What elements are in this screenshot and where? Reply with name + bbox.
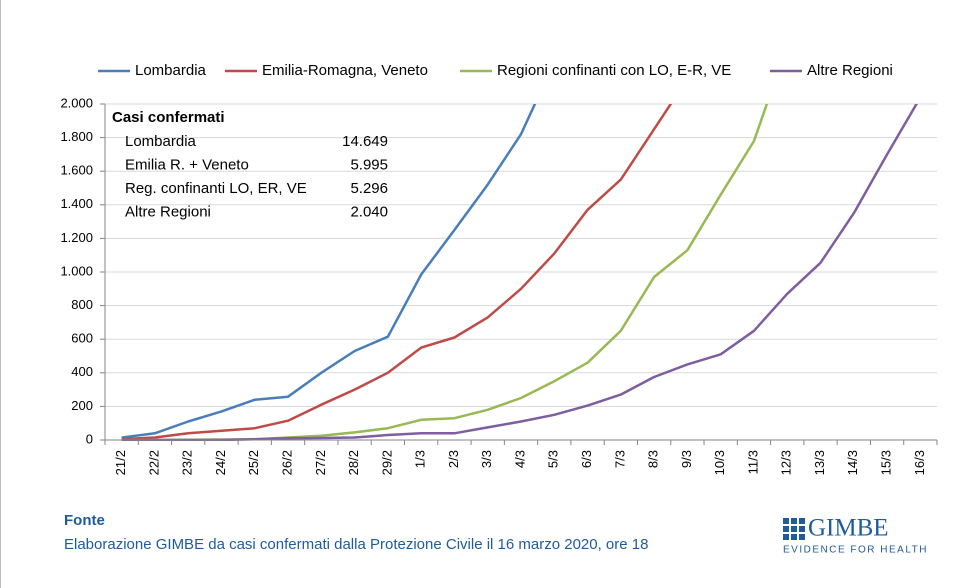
x-tick-label: 14/3	[845, 450, 860, 475]
x-tick-label: 21/2	[113, 450, 128, 475]
x-tick-label: 25/2	[246, 450, 261, 475]
source-title: Fonte	[64, 512, 105, 529]
source-text: Elaborazione GIMBE da casi confermati da…	[64, 536, 648, 553]
inset-label: Reg. confinanti LO, ER, VE	[125, 180, 307, 197]
y-tick-label: 1.400	[60, 196, 93, 211]
y-tick-label: 0	[86, 431, 93, 446]
legend-label: Altre Regioni	[807, 62, 893, 79]
inset-value: 5.995	[350, 156, 388, 173]
x-tick-label: 9/3	[679, 450, 694, 468]
x-tick-label: 1/3	[413, 450, 428, 468]
x-tick-label: 5/3	[546, 450, 561, 468]
x-tick-label: 8/3	[646, 450, 661, 468]
logo-text: GIMBE	[808, 515, 889, 542]
x-tick-label: 15/3	[879, 450, 894, 475]
logo-tagline: EVIDENCE FOR HEALTH	[783, 545, 928, 556]
inset-title: Casi confermati	[112, 109, 225, 126]
x-tick-label: 23/2	[180, 450, 195, 475]
x-tick-label: 4/3	[512, 450, 527, 468]
series-line	[121, 104, 673, 441]
inset-label: Lombardia	[125, 133, 197, 150]
legend-label: Emilia-Romagna, Veneto	[262, 62, 428, 79]
x-tick-label: 16/3	[912, 450, 927, 475]
inset-value: 14.649	[342, 133, 388, 150]
logo-icon	[783, 518, 805, 540]
y-tick-label: 800	[71, 297, 93, 312]
y-tick-label: 1.200	[60, 230, 93, 245]
x-tick-label: 24/2	[213, 450, 228, 475]
y-tick-label: 600	[71, 331, 93, 346]
x-tick-label: 29/2	[379, 450, 394, 475]
legend-label: Lombardia	[135, 62, 207, 79]
x-tick-label: 26/2	[279, 450, 294, 475]
x-tick-label: 13/3	[812, 450, 827, 475]
y-tick-label: 1.600	[60, 163, 93, 178]
x-tick-label: 7/3	[612, 450, 627, 468]
inset-value: 5.296	[350, 180, 388, 197]
x-tick-label: 6/3	[579, 450, 594, 468]
x-tick-label: 28/2	[346, 450, 361, 475]
y-tick-label: 1.000	[60, 263, 93, 278]
series-line	[121, 104, 918, 441]
inset-label: Emilia R. + Veneto	[125, 156, 249, 173]
series-line	[121, 104, 537, 439]
inset-label: Altre Regioni	[125, 203, 211, 220]
x-tick-label: 27/2	[313, 450, 328, 475]
inset-value: 2.040	[350, 203, 388, 220]
x-tick-label: 2/3	[446, 450, 461, 468]
x-tick-label: 11/3	[745, 450, 760, 474]
x-tick-label: 22/2	[146, 450, 161, 475]
y-tick-label: 2.000	[60, 95, 93, 110]
y-tick-label: 400	[71, 364, 93, 379]
x-tick-label: 12/3	[779, 450, 794, 475]
x-tick-label: 10/3	[712, 450, 727, 475]
y-tick-label: 200	[71, 398, 93, 413]
x-tick-label: 3/3	[479, 450, 494, 468]
legend-label: Regioni confinanti con LO, E-R, VE	[497, 62, 731, 79]
y-tick-label: 1.800	[60, 129, 93, 144]
